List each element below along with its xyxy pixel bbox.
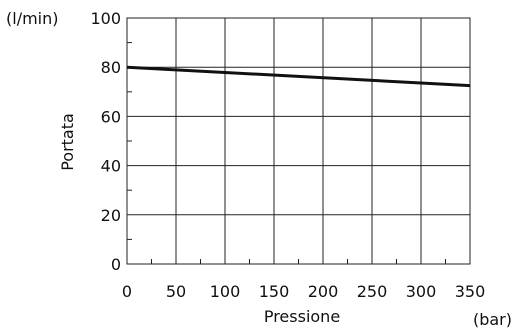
x-axis-title: Pressione [264,307,340,326]
y-tick-label: 20 [101,206,121,225]
x-tick-label: 50 [166,282,186,301]
x-tick-label: 150 [259,282,290,301]
y-tick-label: 40 [101,157,121,176]
y-axis-title: Portata [58,113,77,171]
x-tick-label: 200 [308,282,339,301]
x-tick-label: 100 [210,282,241,301]
y-tick-label: 0 [111,255,121,274]
series-line [126,65,471,88]
x-tick-label: 300 [406,282,437,301]
minor-ticks [127,42,446,264]
x-axis-unit: (bar) [473,310,512,329]
y-tick-label: 80 [101,58,121,77]
x-tick-label: 250 [357,282,388,301]
x-tick-label: 0 [122,282,132,301]
series-group [126,65,471,88]
grid [126,17,471,265]
y-tick-labels: 0 20 40 60 80 100 [90,9,121,274]
x-tick-labels: 0 50 100 150 200 250 300 350 [122,282,485,301]
y-tick-label: 100 [90,9,121,28]
plot-frame [126,17,471,265]
x-tick-label: 350 [455,282,486,301]
y-tick-label: 60 [101,107,121,126]
y-axis-unit: (l/min) [6,9,59,28]
